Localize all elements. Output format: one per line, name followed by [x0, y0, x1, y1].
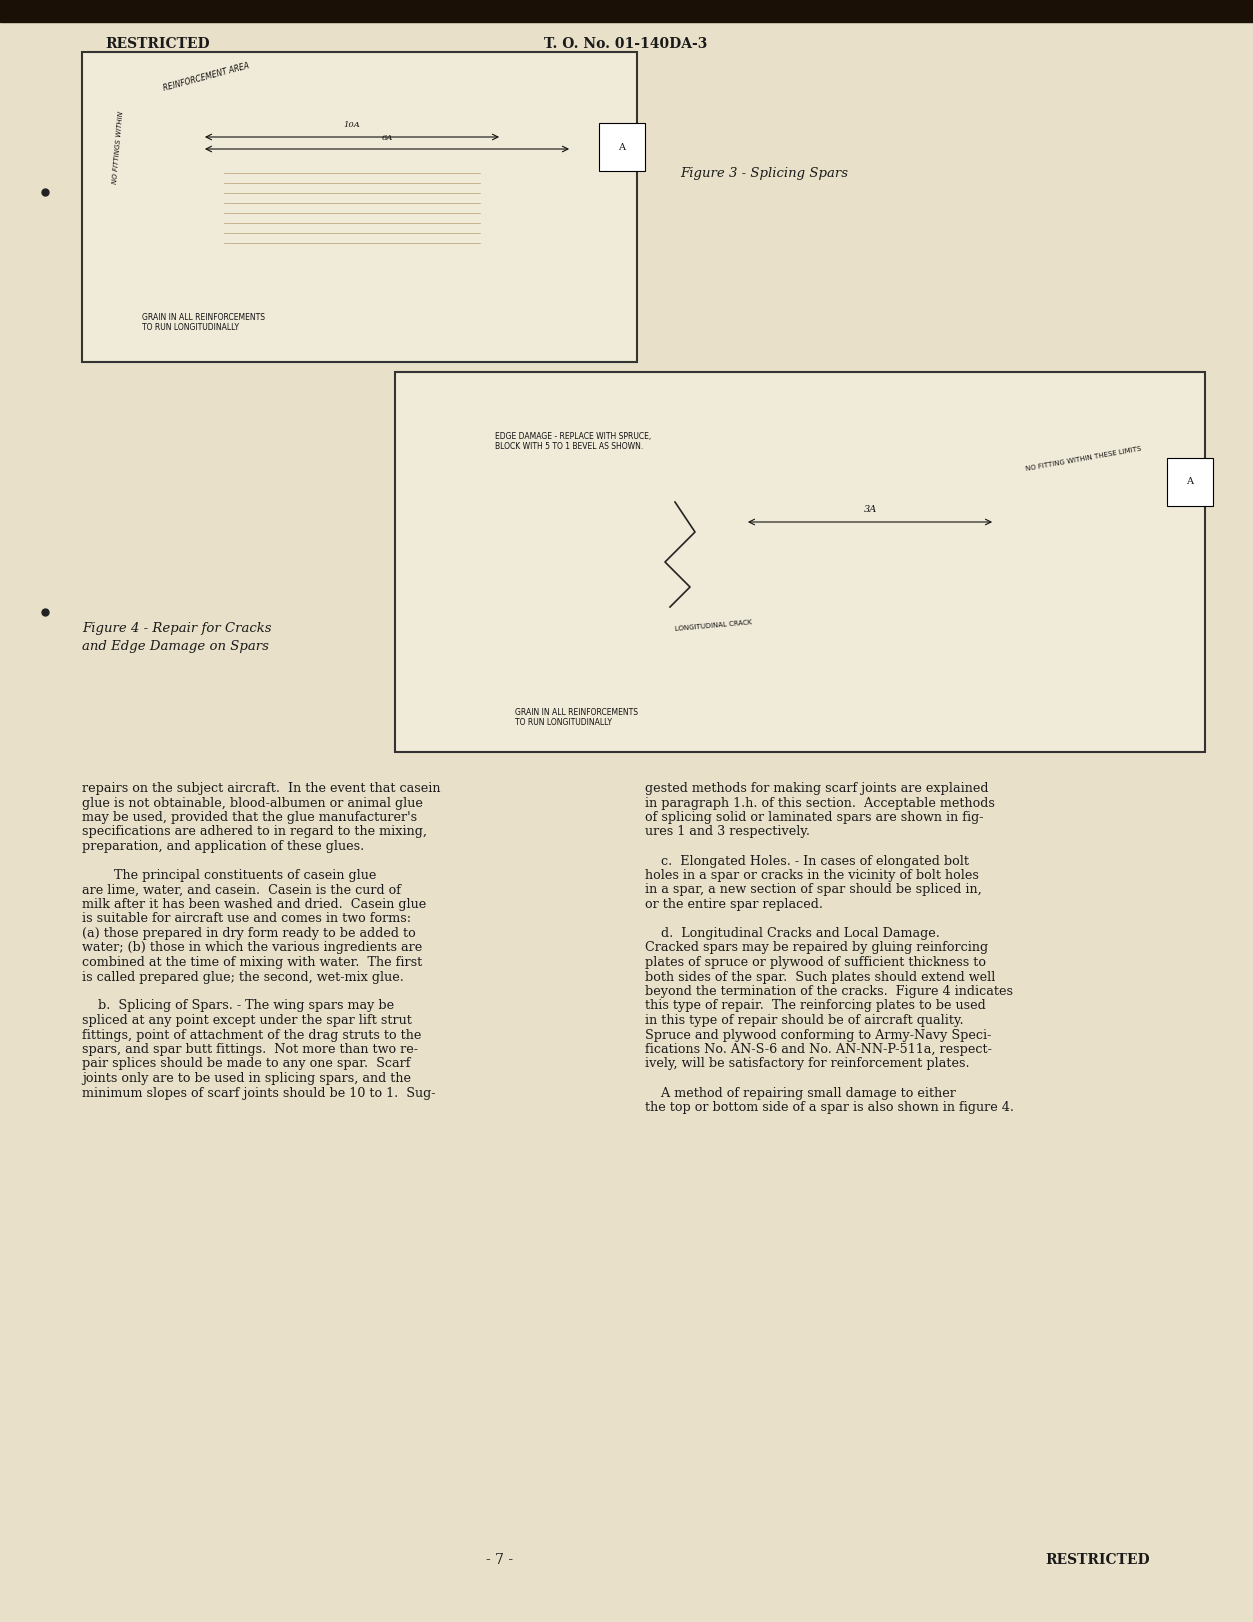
Text: Spruce and plywood conforming to Army-Navy Speci-: Spruce and plywood conforming to Army-Na…: [645, 1028, 991, 1041]
Text: milk after it has been washed and dried.  Casein glue: milk after it has been washed and dried.…: [81, 899, 426, 912]
Text: in a spar, a new section of spar should be spliced in,: in a spar, a new section of spar should …: [645, 884, 982, 897]
Text: the top or bottom side of a spar is also shown in figure 4.: the top or bottom side of a spar is also…: [645, 1101, 1014, 1114]
FancyBboxPatch shape: [395, 371, 1205, 753]
Text: The principal constituents of casein glue: The principal constituents of casein glu…: [81, 869, 376, 882]
Text: ures 1 and 3 respectively.: ures 1 and 3 respectively.: [645, 826, 809, 839]
Text: is suitable for aircraft use and comes in two forms:: is suitable for aircraft use and comes i…: [81, 913, 411, 926]
Polygon shape: [372, 217, 616, 234]
Text: both sides of the spar.  Such plates should extend well: both sides of the spar. Such plates shou…: [645, 970, 995, 983]
Text: repairs on the subject aircraft.  In the event that casein: repairs on the subject aircraft. In the …: [81, 782, 441, 795]
Text: fittings, point of attachment of the drag struts to the: fittings, point of attachment of the dra…: [81, 1028, 421, 1041]
Text: holes in a spar or cracks in the vicinity of bolt holes: holes in a spar or cracks in the vicinit…: [645, 869, 979, 882]
Polygon shape: [455, 529, 1125, 551]
Polygon shape: [101, 235, 312, 251]
Text: gested methods for making scarf joints are explained: gested methods for making scarf joints a…: [645, 782, 989, 795]
Text: spliced at any point except under the spar lift strut: spliced at any point except under the sp…: [81, 1014, 412, 1027]
Text: A: A: [619, 143, 625, 151]
Polygon shape: [101, 217, 312, 234]
Text: c.  Elongated Holes. - In cases of elongated bolt: c. Elongated Holes. - In cases of elonga…: [645, 855, 969, 868]
Text: d.  Longitudinal Cracks and Local Damage.: d. Longitudinal Cracks and Local Damage.: [645, 928, 940, 941]
Text: combined at the time of mixing with water.  The first: combined at the time of mixing with wate…: [81, 955, 422, 968]
Text: RESTRICTED: RESTRICTED: [105, 37, 209, 50]
Text: NO FITTING WITHIN THESE LIMITS: NO FITTING WITHIN THESE LIMITS: [1025, 446, 1141, 472]
Text: pair splices should be made to any one spar.  Scarf: pair splices should be made to any one s…: [81, 1058, 411, 1071]
Polygon shape: [455, 576, 1125, 600]
Text: b.  Splicing of Spars. - The wing spars may be: b. Splicing of Spars. - The wing spars m…: [81, 999, 395, 1012]
Text: plates of spruce or plywood of sufficient thickness to: plates of spruce or plywood of sufficien…: [645, 955, 986, 968]
Polygon shape: [372, 182, 616, 196]
Text: 10A: 10A: [343, 122, 361, 130]
Text: fications No. AN-S-6 and No. AN-NN-P-511a, respect-: fications No. AN-S-6 and No. AN-NN-P-511…: [645, 1043, 992, 1056]
Text: beyond the termination of the cracks.  Figure 4 indicates: beyond the termination of the cracks. Fi…: [645, 985, 1012, 998]
Polygon shape: [101, 200, 312, 216]
Text: LONGITUDINAL CRACK: LONGITUDINAL CRACK: [675, 620, 753, 633]
Text: A method of repairing small damage to either: A method of repairing small damage to ei…: [645, 1087, 956, 1100]
Text: Cracked spars may be repaired by gluing reinforcing: Cracked spars may be repaired by gluing …: [645, 941, 989, 954]
Text: minimum slopes of scarf joints should be 10 to 1.  Sug-: minimum slopes of scarf joints should be…: [81, 1087, 436, 1100]
Text: are lime, water, and casein.  Casein is the curd of: are lime, water, and casein. Casein is t…: [81, 884, 401, 897]
Text: this type of repair.  The reinforcing plates to be used: this type of repair. The reinforcing pla…: [645, 999, 986, 1012]
Bar: [0, 0, 1253, 23]
Text: and Edge Damage on Spars: and Edge Damage on Spars: [81, 641, 269, 654]
Polygon shape: [372, 235, 616, 251]
Text: is called prepared glue; the second, wet-mix glue.: is called prepared glue; the second, wet…: [81, 970, 403, 983]
Text: in paragraph 1.h. of this section.  Acceptable methods: in paragraph 1.h. of this section. Accep…: [645, 796, 995, 809]
Polygon shape: [101, 182, 312, 196]
Text: water; (b) those in which the various ingredients are: water; (b) those in which the various in…: [81, 941, 422, 954]
Text: RESTRICTED: RESTRICTED: [1045, 1552, 1150, 1567]
Text: A: A: [1187, 477, 1194, 487]
Text: REINFORCEMENT AREA: REINFORCEMENT AREA: [162, 62, 251, 92]
Text: joints only are to be used in splicing spars, and the: joints only are to be used in splicing s…: [81, 1072, 411, 1085]
Text: GRAIN IN ALL REINFORCEMENTS
TO RUN LONGITUDINALLY: GRAIN IN ALL REINFORCEMENTS TO RUN LONGI…: [142, 313, 264, 333]
Polygon shape: [565, 491, 695, 508]
Polygon shape: [222, 165, 482, 250]
Polygon shape: [182, 152, 523, 162]
Polygon shape: [372, 162, 616, 178]
Polygon shape: [455, 560, 1125, 584]
Text: in this type of repair should be of aircraft quality.: in this type of repair should be of airc…: [645, 1014, 964, 1027]
Polygon shape: [455, 496, 1125, 521]
Polygon shape: [455, 543, 1125, 568]
Text: specifications are adhered to in regard to the mixing,: specifications are adhered to in regard …: [81, 826, 427, 839]
Text: or the entire spar replaced.: or the entire spar replaced.: [645, 899, 823, 912]
Polygon shape: [455, 513, 1125, 535]
Text: Figure 4 - Repair for Cracks: Figure 4 - Repair for Cracks: [81, 621, 272, 634]
Text: spars, and spar butt fittings.  Not more than two re-: spars, and spar butt fittings. Not more …: [81, 1043, 419, 1056]
Polygon shape: [545, 495, 945, 517]
Text: T. O. No. 01-140DA-3: T. O. No. 01-140DA-3: [544, 37, 708, 50]
Text: Figure 3 - Splicing Spars: Figure 3 - Splicing Spars: [680, 167, 848, 180]
Text: preparation, and application of these glues.: preparation, and application of these gl…: [81, 840, 365, 853]
Text: 3A: 3A: [863, 504, 877, 514]
Text: NO FITTINGS WITHIN: NO FITTINGS WITHIN: [112, 110, 124, 183]
Polygon shape: [101, 162, 312, 178]
Polygon shape: [372, 200, 616, 216]
Text: - 7 -: - 7 -: [486, 1552, 514, 1567]
Text: of splicing solid or laminated spars are shown in fig-: of splicing solid or laminated spars are…: [645, 811, 984, 824]
Text: may be used, provided that the glue manufacturer's: may be used, provided that the glue manu…: [81, 811, 417, 824]
Text: 6A: 6A: [381, 135, 392, 143]
Text: glue is not obtainable, blood-albumen or animal glue: glue is not obtainable, blood-albumen or…: [81, 796, 422, 809]
Text: GRAIN IN ALL REINFORCEMENTS
TO RUN LONGITUDINALLY: GRAIN IN ALL REINFORCEMENTS TO RUN LONGI…: [515, 707, 638, 727]
Text: ively, will be satisfactory for reinforcement plates.: ively, will be satisfactory for reinforc…: [645, 1058, 970, 1071]
Text: (a) those prepared in dry form ready to be added to: (a) those prepared in dry form ready to …: [81, 928, 416, 941]
FancyBboxPatch shape: [81, 52, 637, 362]
Text: EDGE DAMAGE - REPLACE WITH SPRUCE,
BLOCK WITH 5 TO 1 BEVEL AS SHOWN.: EDGE DAMAGE - REPLACE WITH SPRUCE, BLOCK…: [495, 431, 652, 451]
